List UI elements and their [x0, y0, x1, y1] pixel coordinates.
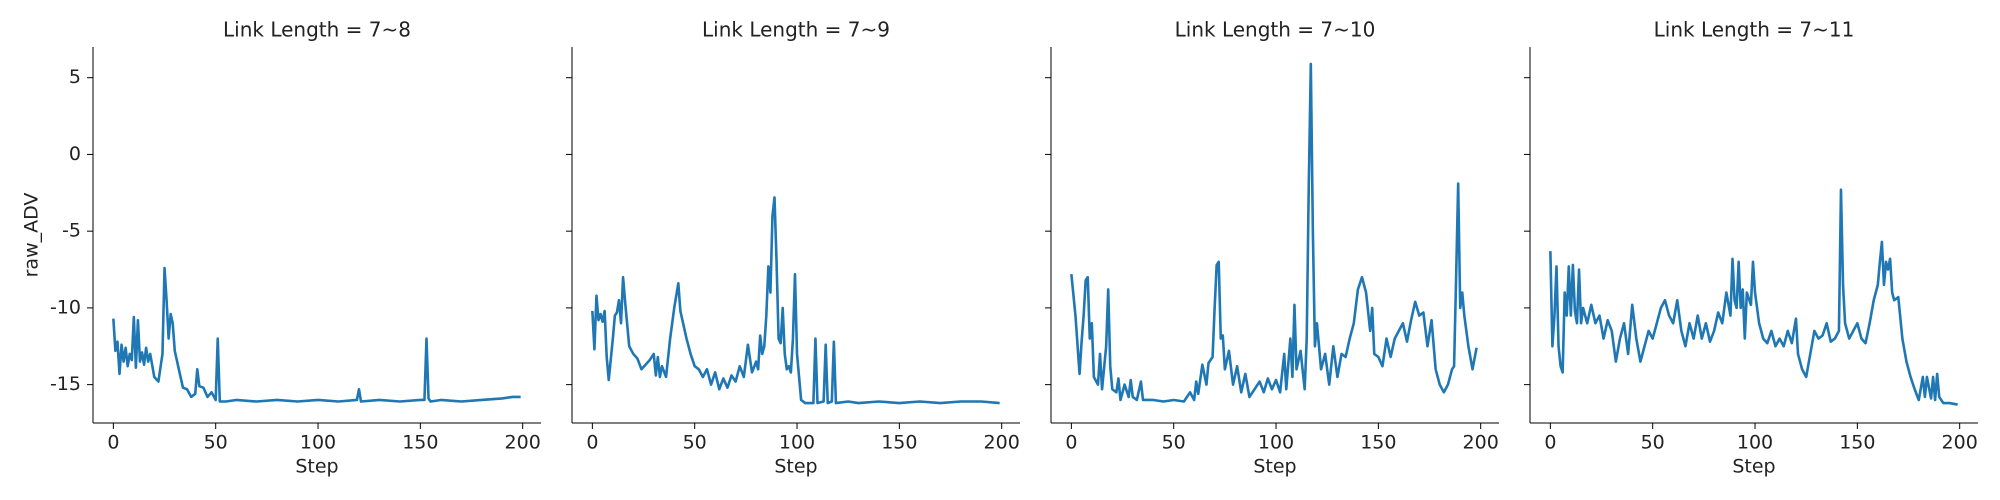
subplot-title: Link Length = 7~10 — [1175, 18, 1376, 42]
x-tick-label: 100 — [1737, 432, 1773, 454]
subplot-title: Link Length = 7~9 — [702, 18, 890, 42]
x-tick-label: 0 — [1544, 432, 1556, 454]
x-tick-label: 50 — [204, 432, 228, 454]
x-tick-label: 50 — [1162, 432, 1186, 454]
x-tick-label: 0 — [107, 432, 119, 454]
y-tick-label: -10 — [50, 296, 81, 318]
x-tick-label: 50 — [1641, 432, 1665, 454]
x-tick-label: 200 — [1463, 432, 1499, 454]
x-tick-label: 150 — [402, 432, 438, 454]
subplot-title: Link Length = 7~8 — [223, 18, 411, 42]
x-tick-label: 100 — [1258, 432, 1294, 454]
y-tick-label: -5 — [62, 220, 81, 242]
x-axis-label: Step — [774, 456, 817, 478]
x-tick-label: 150 — [1360, 432, 1396, 454]
line — [591, 196, 1000, 405]
x-tick-label: 200 — [984, 432, 1020, 454]
line — [112, 266, 521, 403]
x-tick-label: 200 — [505, 432, 541, 454]
x-tick-label: 150 — [881, 432, 917, 454]
x-axis-label: Step — [1253, 456, 1296, 478]
line — [1549, 188, 1958, 406]
x-axis-label: Step — [295, 456, 338, 478]
y-tick-label: 0 — [69, 143, 81, 165]
x-tick-label: 0 — [1065, 432, 1077, 454]
x-tick-label: 100 — [779, 432, 815, 454]
line — [1070, 62, 1478, 403]
x-tick-label: 50 — [683, 432, 707, 454]
y-axis-label: raw_ADV — [21, 193, 43, 278]
y-tick-label: -15 — [50, 373, 81, 395]
x-tick-label: 150 — [1839, 432, 1875, 454]
subplot-title: Link Length = 7~11 — [1654, 18, 1855, 42]
x-tick-label: 200 — [1942, 432, 1978, 454]
y-tick-label: 5 — [69, 66, 81, 88]
x-axis-label: Step — [1732, 456, 1775, 478]
x-tick-label: 100 — [300, 432, 336, 454]
x-tick-label: 0 — [586, 432, 598, 454]
